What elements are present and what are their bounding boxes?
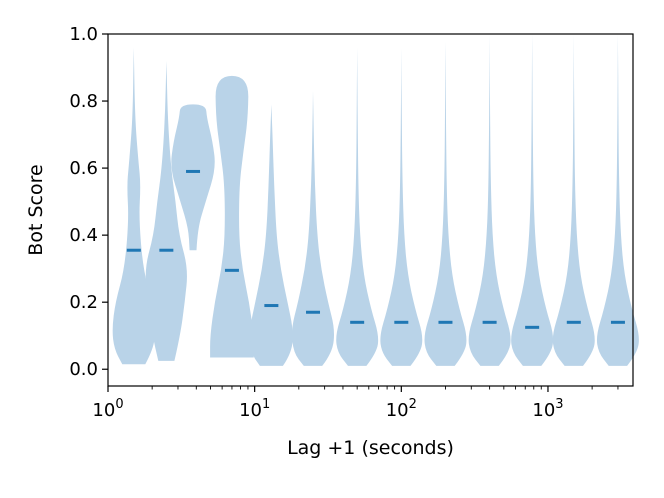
y-tick-label: 0.4 xyxy=(69,225,98,246)
y-tick-label: 0.0 xyxy=(69,359,98,380)
violin-body-8 xyxy=(380,47,423,366)
violin-body-13 xyxy=(596,34,639,366)
violin-body-1 xyxy=(112,47,155,365)
y-tick-label: 0.2 xyxy=(69,292,98,313)
y-axis-label: Bot Score xyxy=(25,164,47,255)
violin-body-3 xyxy=(171,104,215,251)
violin-body-6 xyxy=(292,91,335,366)
x-axis-ticks: 100 101 102 103 xyxy=(92,386,619,421)
plot-frame xyxy=(107,33,634,387)
violin-body-7 xyxy=(336,47,379,366)
violin-body-5 xyxy=(249,104,293,366)
y-tick-label: 1.0 xyxy=(69,24,98,45)
violin-body-2 xyxy=(145,60,187,361)
violin-body-4 xyxy=(210,75,254,358)
x-tick-label: 100 xyxy=(92,397,123,421)
x-tick-label: 102 xyxy=(386,397,417,421)
violins-layer xyxy=(112,34,639,366)
x-axis-label: Lag +1 (seconds) xyxy=(287,437,454,459)
violin-body-12 xyxy=(552,34,595,366)
y-axis-ticks: 0.0 0.2 0.4 0.6 0.8 1.0 xyxy=(69,24,108,380)
violin-body-11 xyxy=(511,34,554,366)
violin-body-9 xyxy=(424,40,467,366)
x-tick-label: 103 xyxy=(532,397,563,421)
y-tick-label: 0.8 xyxy=(69,91,98,112)
y-tick-label: 0.6 xyxy=(69,158,98,179)
violin-body-10 xyxy=(468,34,511,366)
x-tick-label: 101 xyxy=(239,397,270,421)
